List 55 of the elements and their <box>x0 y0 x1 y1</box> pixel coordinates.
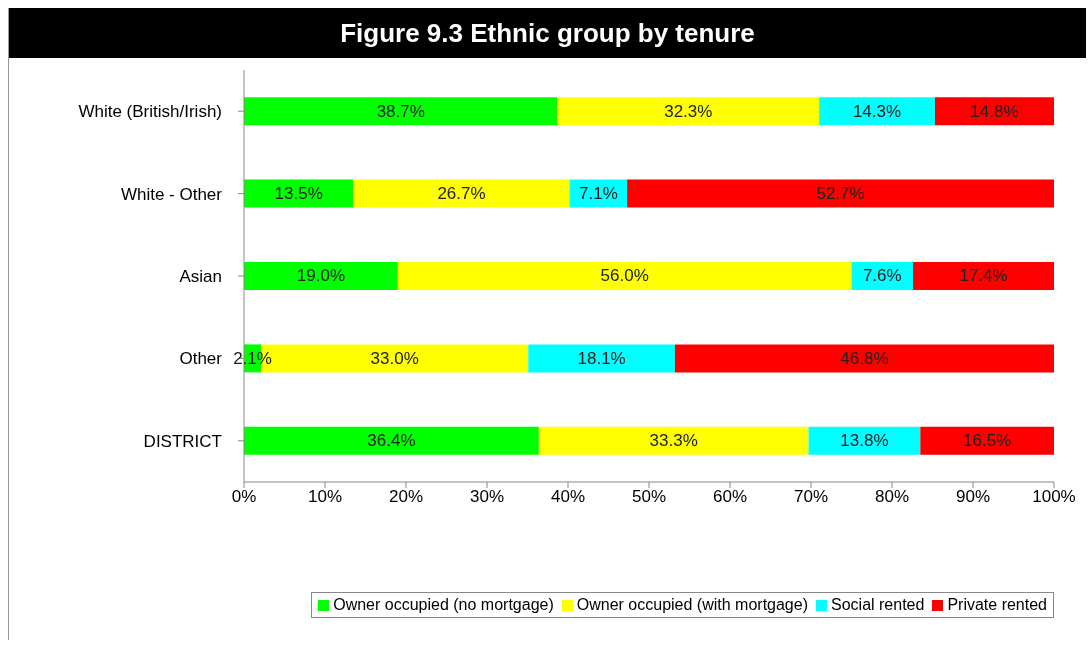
y-tick-label: White (British/Irish) <box>78 102 222 122</box>
data-label: 46.8% <box>840 348 889 368</box>
bar <box>397 261 852 290</box>
data-label: 38.7% <box>376 101 425 121</box>
legend-label: Owner occupied (no mortgage) <box>332 596 554 614</box>
data-label: 52.7% <box>816 184 865 204</box>
x-tick-label: 30% <box>469 487 505 507</box>
x-tick-label: 20% <box>388 487 424 507</box>
y-tick-label: DISTRICT <box>143 431 222 451</box>
bar <box>934 97 1054 126</box>
data-label: 36.4% <box>367 431 416 451</box>
legend-label: Private rented <box>946 596 1047 614</box>
legend-label: Owner occupied (with mortgage) <box>575 596 808 614</box>
x-tick-label: 40% <box>550 487 586 507</box>
x-tick-label: 10% <box>307 487 343 507</box>
x-tick-label: 0% <box>231 487 257 507</box>
data-label: 32.3% <box>664 101 713 121</box>
bar <box>528 344 675 373</box>
x-tick-label: 50% <box>631 487 667 507</box>
data-label: 14.8% <box>970 101 1019 121</box>
bar <box>627 179 1054 208</box>
data-label: 33.3% <box>649 431 698 451</box>
data-label: 18.1% <box>577 348 626 368</box>
x-tick-label: 70% <box>793 487 829 507</box>
bar <box>244 97 558 126</box>
data-label: 56.0% <box>600 266 649 286</box>
bar <box>674 344 1054 373</box>
bar <box>819 97 935 126</box>
bar <box>538 426 809 455</box>
data-label: 7.1% <box>579 184 618 204</box>
x-tick-label: 80% <box>874 487 910 507</box>
data-label: 13.5% <box>274 184 323 204</box>
chart-title: Figure 9.3 Ethnic group by tenure <box>9 8 1086 58</box>
bar <box>557 97 820 126</box>
bar <box>353 179 570 208</box>
data-label: 2.1% <box>233 348 272 368</box>
bar <box>920 426 1054 455</box>
x-tick-label: 90% <box>955 487 991 507</box>
y-tick-label: Other <box>179 349 223 369</box>
y-tick-label: Asian <box>179 267 222 287</box>
bar <box>244 426 539 455</box>
x-tick-label: 60% <box>712 487 748 507</box>
data-label: 17.4% <box>959 266 1008 286</box>
data-label: 26.7% <box>437 184 486 204</box>
data-label: 7.6% <box>862 266 902 286</box>
y-tick-label: White - Other <box>120 184 223 204</box>
legend-label: Social rented <box>830 596 925 614</box>
bar <box>244 261 398 290</box>
data-label: 16.5% <box>963 431 1012 451</box>
data-label: 14.3% <box>852 101 902 121</box>
data-label: 33.0% <box>370 348 419 368</box>
data-label: 13.8% <box>840 431 889 451</box>
data-label: 19.0% <box>296 266 346 286</box>
x-tick-label: 100% <box>1032 487 1076 507</box>
bar <box>913 261 1054 290</box>
